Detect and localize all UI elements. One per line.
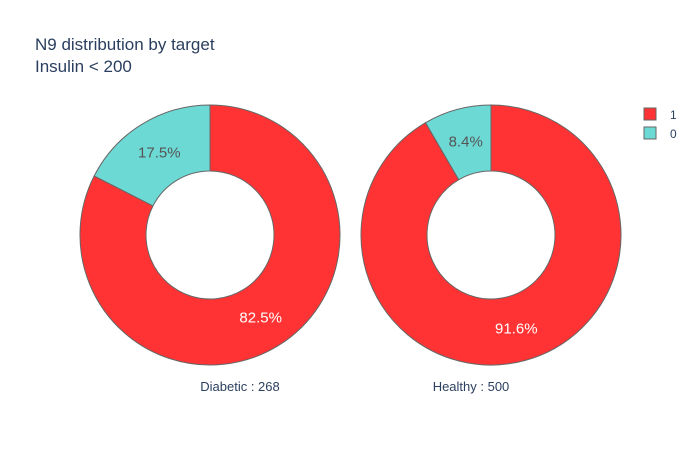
donut-slice-0[interactable] (93, 104, 211, 207)
donut-slice-0[interactable] (424, 104, 492, 181)
legend-label-0[interactable]: 0 (670, 127, 677, 141)
slice-percent-label: 8.4% (449, 133, 483, 150)
legend-swatch-1[interactable] (643, 107, 657, 121)
donut-slice-1[interactable] (79, 104, 341, 366)
slice-percent-label: 91.6% (495, 321, 538, 338)
legend-swatch-0[interactable] (643, 126, 657, 140)
donut-diabetic: 82.5% 17.5% (79, 104, 341, 366)
slice-percent-label: 17.5% (138, 144, 181, 161)
subplot-label-healthy: Healthy : 500 (433, 379, 510, 394)
donut-healthy: 91.6% 8.4% (360, 104, 622, 366)
slice-percent-label: 82.5% (239, 310, 282, 327)
subplot-label-diabetic: Diabetic : 268 (200, 379, 280, 394)
legend: 1 0 (643, 107, 677, 141)
chart-title: N9 distribution by target (35, 35, 215, 54)
chart-subtitle: Insulin < 200 (35, 57, 132, 76)
donut-slice-1[interactable] (360, 104, 622, 366)
legend-label-1[interactable]: 1 (670, 108, 677, 122)
